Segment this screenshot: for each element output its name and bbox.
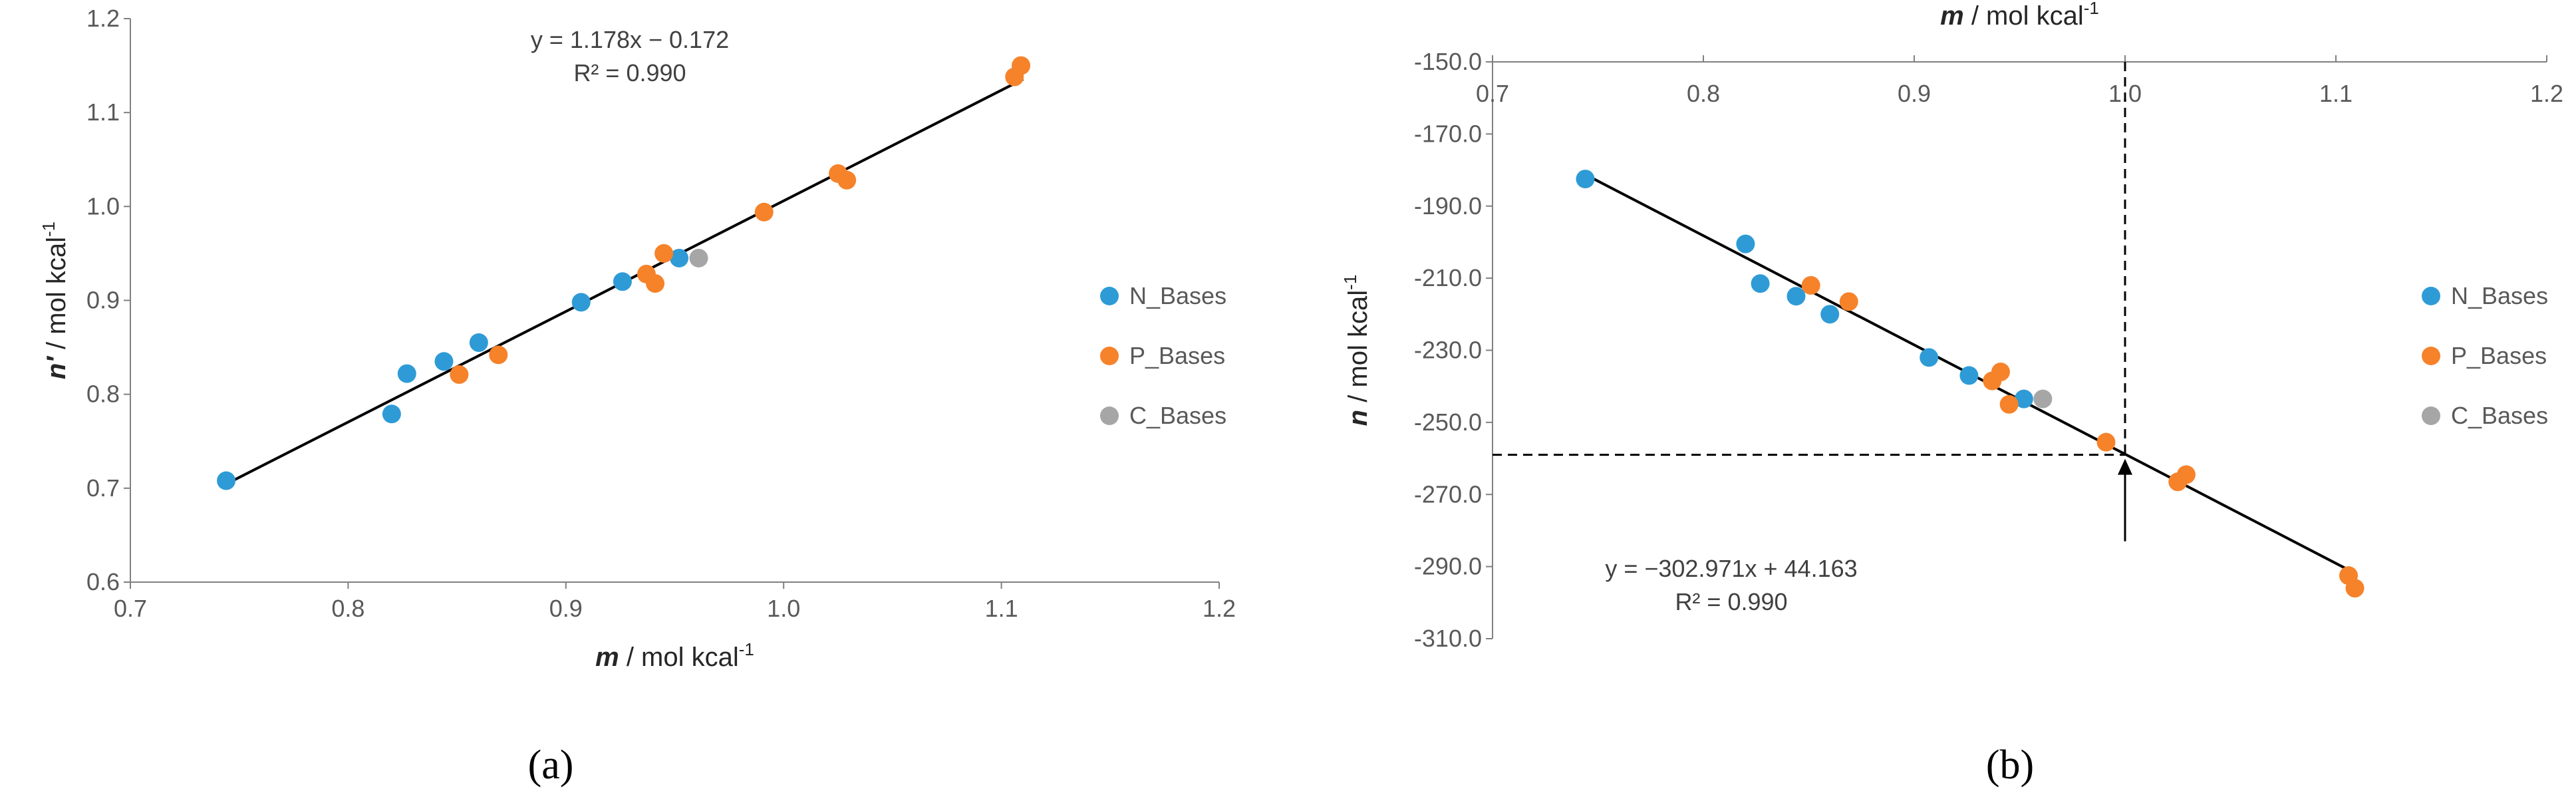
x-tick-label: 0.7 xyxy=(1476,80,1509,107)
data-point-n-bases xyxy=(1751,274,1770,293)
x-tick-label: 1.1 xyxy=(985,595,1018,622)
data-point-n-bases xyxy=(670,248,689,267)
panel-label: (b) xyxy=(1986,742,2034,788)
legend-marker xyxy=(2422,406,2440,425)
y-tick-label: 1.1 xyxy=(86,98,120,126)
x-tick-label: 0.9 xyxy=(549,595,583,622)
data-point-p-bases xyxy=(1999,395,2019,414)
data-point-n-bases xyxy=(1920,348,1939,367)
y-tick-label: -250.0 xyxy=(1414,408,1482,436)
y-axis-title: n′ / mol kcal-1 xyxy=(39,222,71,379)
legend-marker xyxy=(1100,287,1119,305)
legend-label: C_Bases xyxy=(2451,402,2548,429)
legend-label: C_Bases xyxy=(1129,402,1226,429)
regression-equation: y = 1.178x − 0.172 xyxy=(531,26,729,53)
data-point-p-bases xyxy=(2096,432,2116,452)
data-point-n-bases xyxy=(2014,389,2033,408)
x-tick-label: 0.8 xyxy=(1687,80,1720,107)
data-point-n-bases xyxy=(1787,287,1806,306)
legend-marker xyxy=(2422,347,2440,365)
data-point-p-bases xyxy=(646,274,665,293)
y-tick-label: 0.8 xyxy=(86,381,120,408)
data-point-p-bases xyxy=(2176,465,2196,484)
y-tick-label: 0.7 xyxy=(86,474,120,502)
data-point-n-bases xyxy=(613,272,632,291)
x-tick-label: 1.1 xyxy=(2319,80,2353,107)
panel-label: (a) xyxy=(528,742,574,788)
data-point-p-bases xyxy=(1991,363,2010,382)
data-point-n-bases xyxy=(1820,305,1840,324)
y-tick-label: -210.0 xyxy=(1414,264,1482,291)
y-tick-label: -270.0 xyxy=(1414,480,1482,508)
legend-label: P_Bases xyxy=(2451,342,2547,369)
data-point-c-bases xyxy=(689,248,708,267)
y-tick-label: 1.2 xyxy=(86,5,120,32)
legend-marker xyxy=(2422,287,2440,305)
data-point-n-bases xyxy=(382,404,401,424)
r-squared-label: R² = 0.990 xyxy=(573,59,686,86)
x-tick-label: 1.2 xyxy=(2530,80,2563,107)
y-tick-label: 0.9 xyxy=(86,287,120,314)
x-tick-label: 1.2 xyxy=(1203,595,1236,622)
y-axis-title: n / mol kcal-1 xyxy=(1340,275,1373,426)
x-axis-title: m / mol kcal-1 xyxy=(595,639,754,672)
data-point-n-bases xyxy=(217,471,236,490)
data-point-p-bases xyxy=(1801,275,1820,295)
r-squared-label: R² = 0.990 xyxy=(1675,588,1787,615)
data-point-p-bases xyxy=(1012,56,1031,75)
data-point-p-bases xyxy=(450,365,469,385)
legend-label: N_Bases xyxy=(2451,282,2548,309)
x-tick-label: 0.7 xyxy=(114,595,147,622)
x-tick-label: 1.0 xyxy=(767,595,800,622)
data-point-n-bases xyxy=(1959,366,1979,385)
y-tick-label: -230.0 xyxy=(1414,337,1482,364)
reference-arrow-head xyxy=(2118,458,2132,475)
x-axis-title: m / mol kcal-1 xyxy=(1940,0,2099,31)
data-point-n-bases xyxy=(1576,170,1595,189)
y-tick-label: -310.0 xyxy=(1414,625,1482,652)
y-tick-label: -190.0 xyxy=(1414,192,1482,220)
legend-label: P_Bases xyxy=(1129,342,1225,369)
panel-a-chart: 0.60.70.80.91.01.11.20.7 0.8 0.9 1.0 1.1 1.2y… xyxy=(39,5,1236,788)
data-point-p-bases xyxy=(489,345,508,365)
legend-marker xyxy=(1100,347,1119,365)
data-point-p-bases xyxy=(654,243,674,263)
data-point-n-bases xyxy=(397,364,416,383)
data-point-c-bases xyxy=(2033,389,2053,408)
data-point-n-bases xyxy=(1736,234,1755,253)
y-tick-label: 1.0 xyxy=(86,192,120,220)
data-point-p-bases xyxy=(754,202,774,222)
data-point-n-bases xyxy=(469,333,488,353)
data-point-n-bases xyxy=(434,352,454,371)
y-tick-label: 0.6 xyxy=(86,568,120,595)
regression-equation: y = −302.971x + 44.163 xyxy=(1605,555,1857,582)
x-tick-label: 0.9 xyxy=(1898,80,1931,107)
y-tick-label: -170.0 xyxy=(1414,120,1482,147)
data-point-p-bases xyxy=(2345,579,2364,598)
y-tick-label: -150.0 xyxy=(1414,48,1482,75)
x-tick-label: 0.8 xyxy=(331,595,364,622)
panel-b-chart: -150.0 -170.0 -190.0 -210.0 -230.0 -250.0 -270… xyxy=(1340,0,2563,788)
legend-label: N_Bases xyxy=(1129,282,1226,309)
data-point-p-bases xyxy=(837,170,857,190)
data-point-n-bases xyxy=(571,293,591,312)
y-tick-label: -290.0 xyxy=(1414,553,1482,580)
legend-marker xyxy=(1100,406,1119,425)
data-point-p-bases xyxy=(1839,292,1858,311)
